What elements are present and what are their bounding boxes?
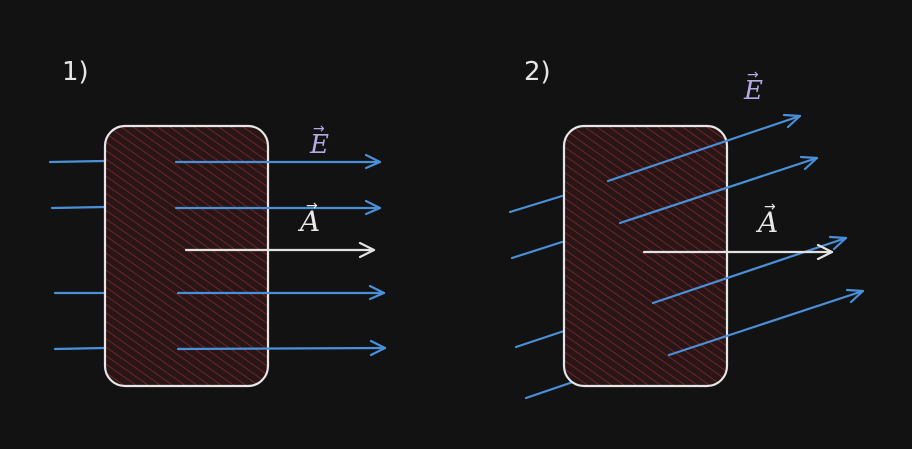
panel-2-e-vector-arrow: →	[747, 67, 759, 83]
panel-2-field-line-in-4	[524, 380, 575, 400]
panel-2-field-arrow-3	[651, 235, 848, 305]
panel-2-number-label: 2)	[524, 57, 551, 87]
panel-1-a-label: A →	[297, 198, 320, 238]
panel-1-field-line-in-4	[53, 346, 106, 351]
panel-1-number-label: 1)	[62, 57, 89, 87]
panel-1: 1)	[48, 57, 387, 388]
panel-1-field-arrow-3	[176, 284, 386, 301]
panel-2: 2)	[508, 57, 865, 400]
panel-1-e-label: E →	[309, 121, 329, 160]
panel-1-field-line-in-2	[50, 205, 106, 210]
panel-2-area-vector-arrow	[642, 243, 834, 261]
panel-2-field-line-in-2	[510, 240, 564, 260]
panel-1-field-arrow-2	[174, 199, 382, 216]
panel-2-field-arrow-4	[667, 288, 865, 357]
panel-1-a-letter: A	[297, 205, 320, 238]
panel-2-a-label: A →	[755, 199, 778, 239]
panel-2-surface	[562, 124, 729, 388]
panel-1-e-vector-arrow: →	[313, 121, 325, 137]
panel-1-area-vector-arrow	[184, 241, 376, 259]
panel-2-field-arrow-1	[606, 113, 802, 183]
panel-1-field-arrow-1	[174, 153, 382, 170]
panel-2-a-vector-arrow: →	[764, 199, 776, 215]
panel-2-field-arrow-2	[618, 155, 819, 225]
panel-1-field-line-in-1	[48, 159, 106, 164]
panel-2-e-letter: E	[743, 76, 763, 106]
panel-2-field-line-in-3	[514, 329, 566, 349]
panel-2-e-label: E →	[743, 67, 763, 106]
panel-2-field-line-in-1	[508, 194, 564, 214]
panel-2-a-letter: A	[755, 206, 778, 239]
panel-1-field-arrow-4	[176, 339, 387, 357]
panel-1-e-letter: E	[309, 130, 329, 160]
panel-1-a-vector-arrow: →	[306, 198, 318, 214]
panel-1-surface	[103, 124, 270, 388]
